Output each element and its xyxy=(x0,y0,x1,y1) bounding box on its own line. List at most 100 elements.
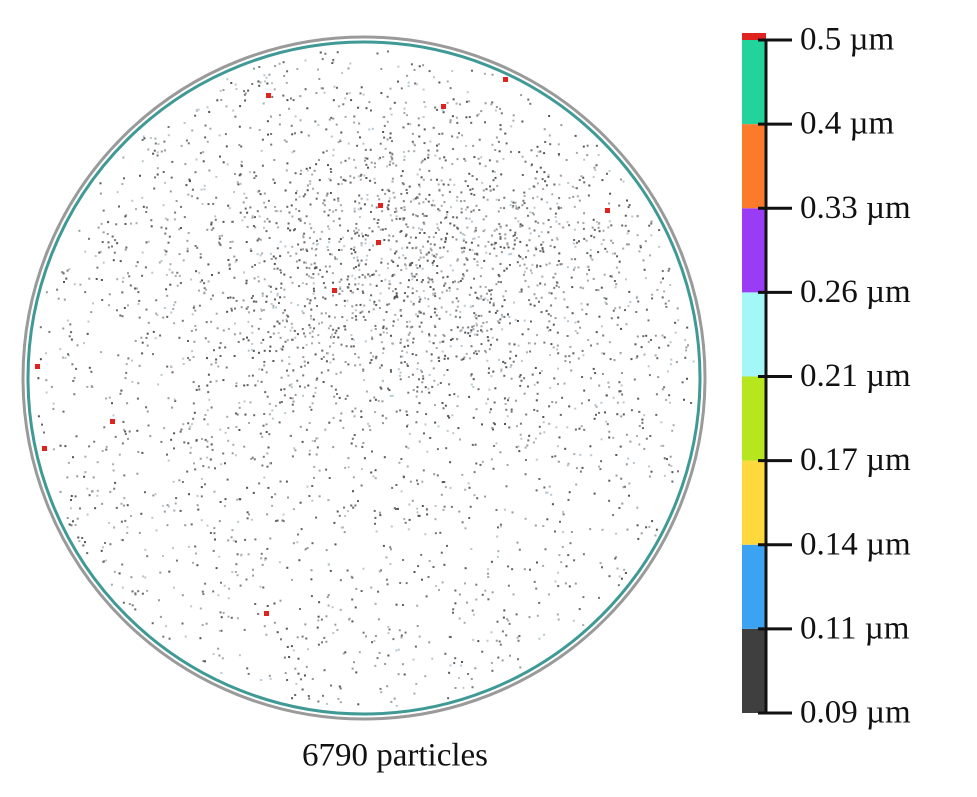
particle xyxy=(145,336,148,339)
particle xyxy=(123,474,126,477)
particle xyxy=(481,181,484,184)
particle xyxy=(272,304,275,307)
particle xyxy=(359,174,362,177)
particle xyxy=(514,319,517,321)
particle xyxy=(386,583,389,586)
particle xyxy=(591,258,594,261)
particle xyxy=(135,222,138,225)
particle xyxy=(332,154,335,157)
particle xyxy=(206,423,209,426)
particle xyxy=(614,252,616,255)
particle xyxy=(307,648,309,651)
particle xyxy=(412,341,415,344)
particle xyxy=(251,342,254,345)
particle xyxy=(295,682,298,685)
particle xyxy=(642,259,645,262)
particle xyxy=(244,99,247,102)
particle xyxy=(456,121,459,124)
particle xyxy=(210,406,213,409)
particle xyxy=(111,235,114,238)
particle xyxy=(374,357,377,360)
particle xyxy=(367,273,370,276)
particle xyxy=(88,277,91,280)
particle xyxy=(384,192,387,195)
particle xyxy=(441,402,444,404)
particle xyxy=(270,115,272,118)
particle xyxy=(134,608,137,611)
particle xyxy=(543,633,546,636)
particle xyxy=(261,292,264,295)
particle xyxy=(332,117,335,120)
particle xyxy=(279,401,281,404)
particle xyxy=(230,309,233,312)
particle xyxy=(508,622,511,625)
particle xyxy=(127,357,130,360)
particle xyxy=(580,175,583,178)
particle xyxy=(92,476,95,479)
particle xyxy=(445,216,448,219)
particle xyxy=(665,399,668,401)
particle xyxy=(627,230,630,233)
particle xyxy=(371,450,373,453)
particle xyxy=(586,273,588,276)
particle xyxy=(371,204,374,207)
particle xyxy=(254,264,256,266)
particle xyxy=(236,617,239,620)
particle xyxy=(533,206,536,209)
particle xyxy=(465,100,468,103)
particle xyxy=(199,607,202,610)
particle xyxy=(430,249,433,252)
particle xyxy=(460,345,463,347)
particle xyxy=(470,373,473,376)
particle xyxy=(350,252,353,255)
colorbar-label: 0.09 µm xyxy=(800,695,911,731)
particle xyxy=(384,147,387,150)
particle xyxy=(661,334,664,337)
particle xyxy=(485,321,488,324)
particle xyxy=(400,634,403,637)
particle xyxy=(120,538,123,541)
particle xyxy=(499,525,502,528)
particle xyxy=(108,304,110,307)
particle xyxy=(507,565,510,568)
particle xyxy=(511,206,514,209)
particle xyxy=(517,320,519,322)
particle xyxy=(533,229,536,232)
particle xyxy=(625,278,627,281)
particle xyxy=(477,388,480,391)
particle xyxy=(420,161,423,164)
particle xyxy=(350,334,353,337)
particle xyxy=(567,182,570,184)
particle xyxy=(435,314,438,317)
particle xyxy=(330,116,333,119)
particle xyxy=(384,278,387,281)
particle xyxy=(265,371,268,374)
particle xyxy=(405,410,408,413)
particle xyxy=(344,115,347,118)
particle xyxy=(365,390,368,393)
particle xyxy=(527,285,530,288)
particle xyxy=(318,495,321,498)
particle xyxy=(271,417,274,420)
particle xyxy=(166,365,169,368)
particle xyxy=(279,336,282,339)
particle xyxy=(346,394,349,397)
particle xyxy=(523,273,525,276)
particle xyxy=(350,99,353,102)
particle xyxy=(174,502,177,505)
particle xyxy=(624,224,627,227)
particle xyxy=(423,214,426,217)
particle xyxy=(223,505,226,508)
particle xyxy=(253,414,256,417)
particle xyxy=(272,332,275,335)
particle xyxy=(555,401,558,404)
particle xyxy=(362,368,365,371)
particle xyxy=(271,95,274,98)
particle xyxy=(550,493,553,496)
particle xyxy=(101,502,104,505)
particle xyxy=(290,124,293,127)
particle xyxy=(263,625,266,628)
particle xyxy=(551,455,554,458)
particle xyxy=(100,250,102,253)
particle xyxy=(475,324,478,327)
